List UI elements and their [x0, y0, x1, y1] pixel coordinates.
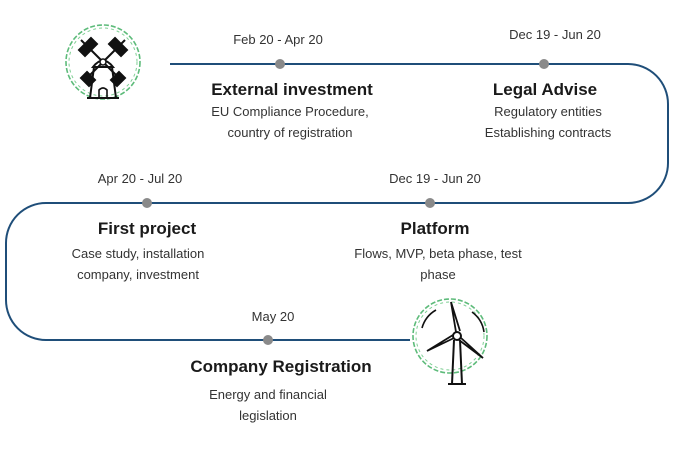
milestone-date: May 20 — [251, 309, 295, 324]
timeline-node-platform — [425, 198, 435, 208]
milestone-title: Legal Advise — [492, 80, 598, 99]
milestone-description-line: Energy and financial — [209, 387, 327, 402]
timeline-path — [5, 63, 669, 341]
milestone-description-line: Case study, installation — [71, 246, 205, 261]
milestone-title: Company Registration — [190, 357, 372, 376]
milestone-title: First project — [97, 219, 197, 238]
timeline-node-legal-advise — [539, 59, 549, 69]
milestone-date: Feb 20 - Apr 20 — [233, 32, 323, 47]
milestone-description: Energy and financial legislation — [209, 384, 327, 426]
wind-turbine-icon — [412, 298, 488, 385]
milestone-description: Flows, MVP, beta phase, test phase — [354, 243, 521, 285]
milestone-description-line: Regulatory entities — [494, 104, 602, 119]
milestone-date: Dec 19 - Jun 20 — [509, 27, 601, 42]
milestone-description-line: Establishing contracts — [484, 125, 612, 140]
milestone-date: Dec 19 - Jun 20 — [389, 171, 481, 186]
milestone-description-line: country of registration — [227, 125, 353, 140]
milestone-title: Platform — [400, 219, 470, 238]
milestone-description-line: company, investment — [77, 267, 199, 282]
milestone-description-line: EU Compliance Procedure, — [211, 104, 369, 119]
milestone-description: EU Compliance Procedure, country of regi… — [211, 101, 369, 143]
timeline-node-first-project — [142, 198, 152, 208]
milestone-date: Apr 20 - Jul 20 — [97, 171, 183, 186]
milestone-description-line: legislation — [239, 408, 297, 423]
milestone-description-line: phase — [420, 267, 456, 282]
timeline-node-external-investment — [275, 59, 285, 69]
milestone-description: Regulatory entities Establishing contrac… — [485, 101, 611, 143]
milestone-description-line: Flows, MVP, beta phase, test — [354, 246, 522, 261]
milestone-title: External investment — [211, 80, 373, 99]
windmill-icon — [65, 24, 141, 100]
timeline-node-company-registration — [263, 335, 273, 345]
milestone-description: Case study, installation company, invest… — [72, 243, 205, 285]
